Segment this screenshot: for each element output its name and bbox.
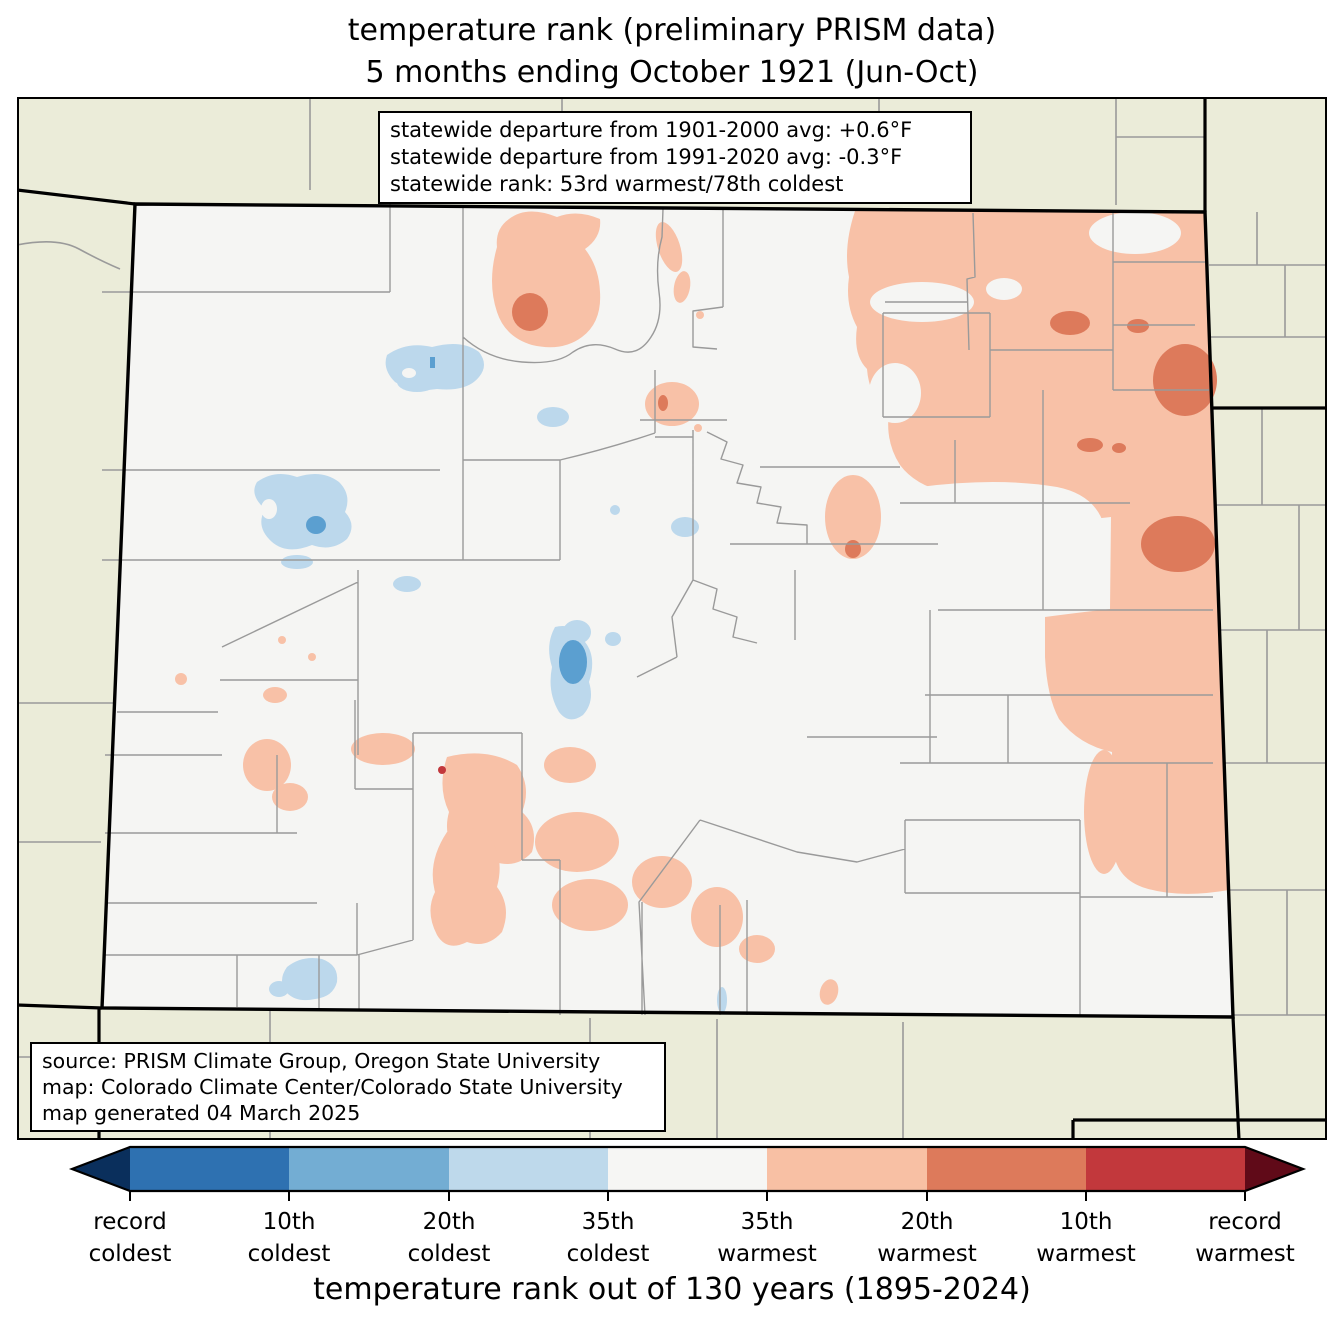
colorbar-segments <box>130 1147 1245 1191</box>
colorbar-segment-7 <box>1086 1147 1245 1191</box>
rank-20th-warmest-regions <box>512 293 1217 572</box>
title-line-1: temperature rank (preliminary PRISM data… <box>347 13 997 48</box>
source-line-3: map generated 04 March 2025 <box>42 1101 361 1125</box>
statewide-stats-box: statewide departure from 1901-2000 avg: … <box>378 111 972 204</box>
colorbar-segment-1 <box>130 1147 290 1191</box>
label-record-warmest: record warmest <box>1195 1209 1295 1267</box>
rank-10th-warmest-dots <box>438 766 446 774</box>
title-line-2: 5 months ending October 1921 (Jun-Oct) <box>365 55 979 90</box>
stats-line-1: statewide departure from 1901-2000 avg: … <box>390 118 913 142</box>
colorbar-segment-2 <box>289 1147 449 1191</box>
colorbar-canvas <box>68 1145 1307 1201</box>
label-record-coldest: record coldest <box>88 1209 172 1267</box>
colorbar-segment-6 <box>927 1147 1087 1191</box>
label-20th-warmest: 20th warmest <box>877 1209 977 1267</box>
colorbar-segment-4 <box>608 1147 768 1191</box>
colorbar-arrow-record-coldest <box>72 1147 130 1191</box>
map-frame <box>17 97 1327 1140</box>
colorbar-arrow-record-warmest <box>1245 1147 1303 1191</box>
source-attribution-box: source: PRISM Climate Group, Oregon Stat… <box>30 1042 666 1132</box>
colorbar-segment-5 <box>767 1147 927 1191</box>
stats-line-2: statewide departure from 1991-2020 avg: … <box>390 145 903 169</box>
rank-20th-coldest-regions <box>306 357 587 684</box>
rank-35th-warmest-regions <box>175 211 1229 1005</box>
near-normal-holes <box>869 212 1181 609</box>
colorado-county-lines <box>102 204 1213 1016</box>
page-title: temperature rank (preliminary PRISM data… <box>0 10 1344 94</box>
colorado-rank-map <box>17 97 1327 1140</box>
label-10th-coldest: 10th coldest <box>247 1209 331 1267</box>
blue-patch-notches <box>261 368 416 519</box>
label-35th-warmest: 35th warmest <box>717 1209 817 1267</box>
colorbar-caption: temperature rank out of 130 years (1895-… <box>313 1272 1031 1307</box>
colorado-state-border <box>100 202 1235 1019</box>
colorbar-ticks <box>129 1191 1246 1201</box>
colorbar-segment-3 <box>449 1147 609 1191</box>
source-line-2: map: Colorado Climate Center/Colorado St… <box>42 1075 623 1099</box>
label-10th-warmest: 10th warmest <box>1036 1209 1136 1267</box>
map-canvas <box>17 97 1327 1140</box>
label-20th-coldest: 20th coldest <box>407 1209 491 1267</box>
label-35th-coldest: 35th coldest <box>566 1209 650 1267</box>
stats-line-3: statewide rank: 53rd warmest/78th coldes… <box>390 172 844 196</box>
source-line-1: source: PRISM Climate Group, Oregon Stat… <box>42 1049 601 1073</box>
rank-colorbar <box>0 1145 1344 1207</box>
